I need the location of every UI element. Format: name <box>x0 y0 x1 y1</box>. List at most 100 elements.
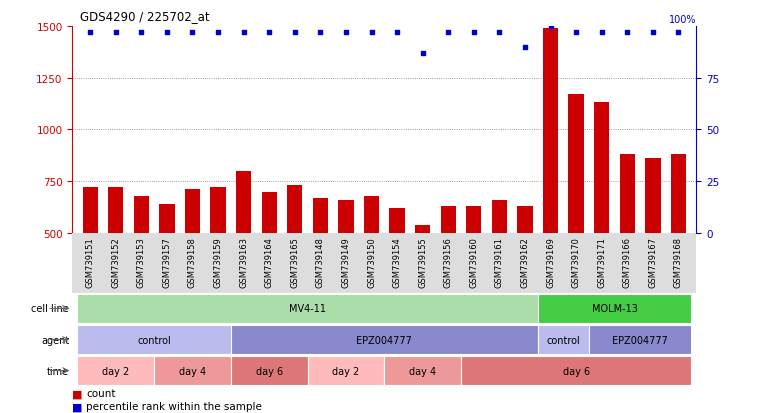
Bar <box>108 188 123 233</box>
Text: agent: agent <box>41 335 69 345</box>
Text: GSM739156: GSM739156 <box>444 236 453 287</box>
FancyBboxPatch shape <box>307 356 384 385</box>
Point <box>416 50 428 57</box>
Bar <box>568 95 584 233</box>
FancyBboxPatch shape <box>231 325 538 354</box>
FancyBboxPatch shape <box>231 356 307 385</box>
Point <box>519 44 531 51</box>
Point <box>263 30 275 36</box>
Bar <box>517 206 533 233</box>
Text: GSM739157: GSM739157 <box>162 236 171 287</box>
Text: GSM739169: GSM739169 <box>546 236 555 287</box>
Point <box>237 30 250 36</box>
Text: GSM739149: GSM739149 <box>342 236 351 287</box>
Text: MV4-11: MV4-11 <box>289 304 326 314</box>
Point <box>468 30 480 36</box>
Text: GSM739153: GSM739153 <box>137 236 146 287</box>
Point <box>596 30 608 36</box>
Bar <box>670 155 686 233</box>
Point <box>493 30 505 36</box>
Point <box>84 30 97 36</box>
Text: control: control <box>137 335 171 345</box>
Text: GSM739166: GSM739166 <box>622 236 632 287</box>
Point <box>442 30 454 36</box>
Point <box>672 30 684 36</box>
Point <box>288 30 301 36</box>
Bar <box>390 209 405 233</box>
Text: GSM739163: GSM739163 <box>239 236 248 287</box>
Text: GSM739158: GSM739158 <box>188 236 197 287</box>
Text: day 6: day 6 <box>562 366 590 376</box>
Bar <box>339 200 354 233</box>
Text: GSM739167: GSM739167 <box>648 236 658 287</box>
FancyBboxPatch shape <box>589 325 691 354</box>
Point <box>212 30 224 36</box>
Bar <box>262 192 277 233</box>
Bar <box>364 196 379 233</box>
Text: EPZ004777: EPZ004777 <box>612 335 668 345</box>
Point <box>161 30 173 36</box>
Point <box>570 30 582 36</box>
Text: GSM739151: GSM739151 <box>86 236 94 287</box>
FancyBboxPatch shape <box>78 356 154 385</box>
Text: GSM739170: GSM739170 <box>572 236 581 287</box>
Bar <box>287 186 302 233</box>
Text: GSM739164: GSM739164 <box>265 236 274 287</box>
Text: ■: ■ <box>72 388 83 398</box>
Text: 100%: 100% <box>669 15 696 25</box>
FancyBboxPatch shape <box>538 325 589 354</box>
Text: cell line: cell line <box>31 304 69 314</box>
Text: GSM739161: GSM739161 <box>495 236 504 287</box>
Point <box>340 30 352 36</box>
Point <box>314 30 326 36</box>
Point <box>186 30 199 36</box>
Text: GSM739154: GSM739154 <box>393 236 402 287</box>
Bar <box>415 225 430 233</box>
Bar <box>441 206 456 233</box>
FancyBboxPatch shape <box>154 356 231 385</box>
Point <box>365 30 377 36</box>
Text: GSM739159: GSM739159 <box>214 236 222 287</box>
Text: EPZ004777: EPZ004777 <box>356 335 412 345</box>
Text: day 2: day 2 <box>333 366 359 376</box>
Text: day 4: day 4 <box>179 366 206 376</box>
Point <box>391 30 403 36</box>
FancyBboxPatch shape <box>78 325 231 354</box>
Bar <box>236 171 251 233</box>
FancyBboxPatch shape <box>538 294 691 323</box>
Point <box>621 30 633 36</box>
FancyBboxPatch shape <box>461 356 691 385</box>
Text: GSM739162: GSM739162 <box>521 236 530 287</box>
Bar <box>594 103 610 233</box>
Text: GSM739155: GSM739155 <box>418 236 427 287</box>
Bar <box>159 204 174 233</box>
Text: GSM739150: GSM739150 <box>367 236 376 287</box>
FancyBboxPatch shape <box>384 356 461 385</box>
FancyBboxPatch shape <box>78 294 538 323</box>
Text: time: time <box>47 366 69 376</box>
Text: GSM739168: GSM739168 <box>674 236 683 287</box>
Text: percentile rank within the sample: percentile rank within the sample <box>86 401 262 411</box>
Bar <box>185 190 200 233</box>
Text: GSM739165: GSM739165 <box>290 236 299 287</box>
Text: MOLM-13: MOLM-13 <box>591 304 638 314</box>
Bar <box>645 159 661 233</box>
Bar <box>134 196 149 233</box>
Text: GDS4290 / 225702_at: GDS4290 / 225702_at <box>80 10 209 23</box>
Point <box>647 30 659 36</box>
Text: day 2: day 2 <box>102 366 129 376</box>
Text: ■: ■ <box>72 401 83 411</box>
Bar <box>492 200 507 233</box>
Text: GSM739171: GSM739171 <box>597 236 607 287</box>
Text: control: control <box>546 335 580 345</box>
Text: day 4: day 4 <box>409 366 436 376</box>
Point <box>544 24 556 30</box>
Bar <box>619 155 635 233</box>
Text: GSM739148: GSM739148 <box>316 236 325 287</box>
Bar <box>466 206 482 233</box>
Text: day 6: day 6 <box>256 366 283 376</box>
Text: GSM739152: GSM739152 <box>111 236 120 287</box>
Bar <box>82 188 98 233</box>
Bar <box>313 198 328 233</box>
Bar <box>210 188 226 233</box>
